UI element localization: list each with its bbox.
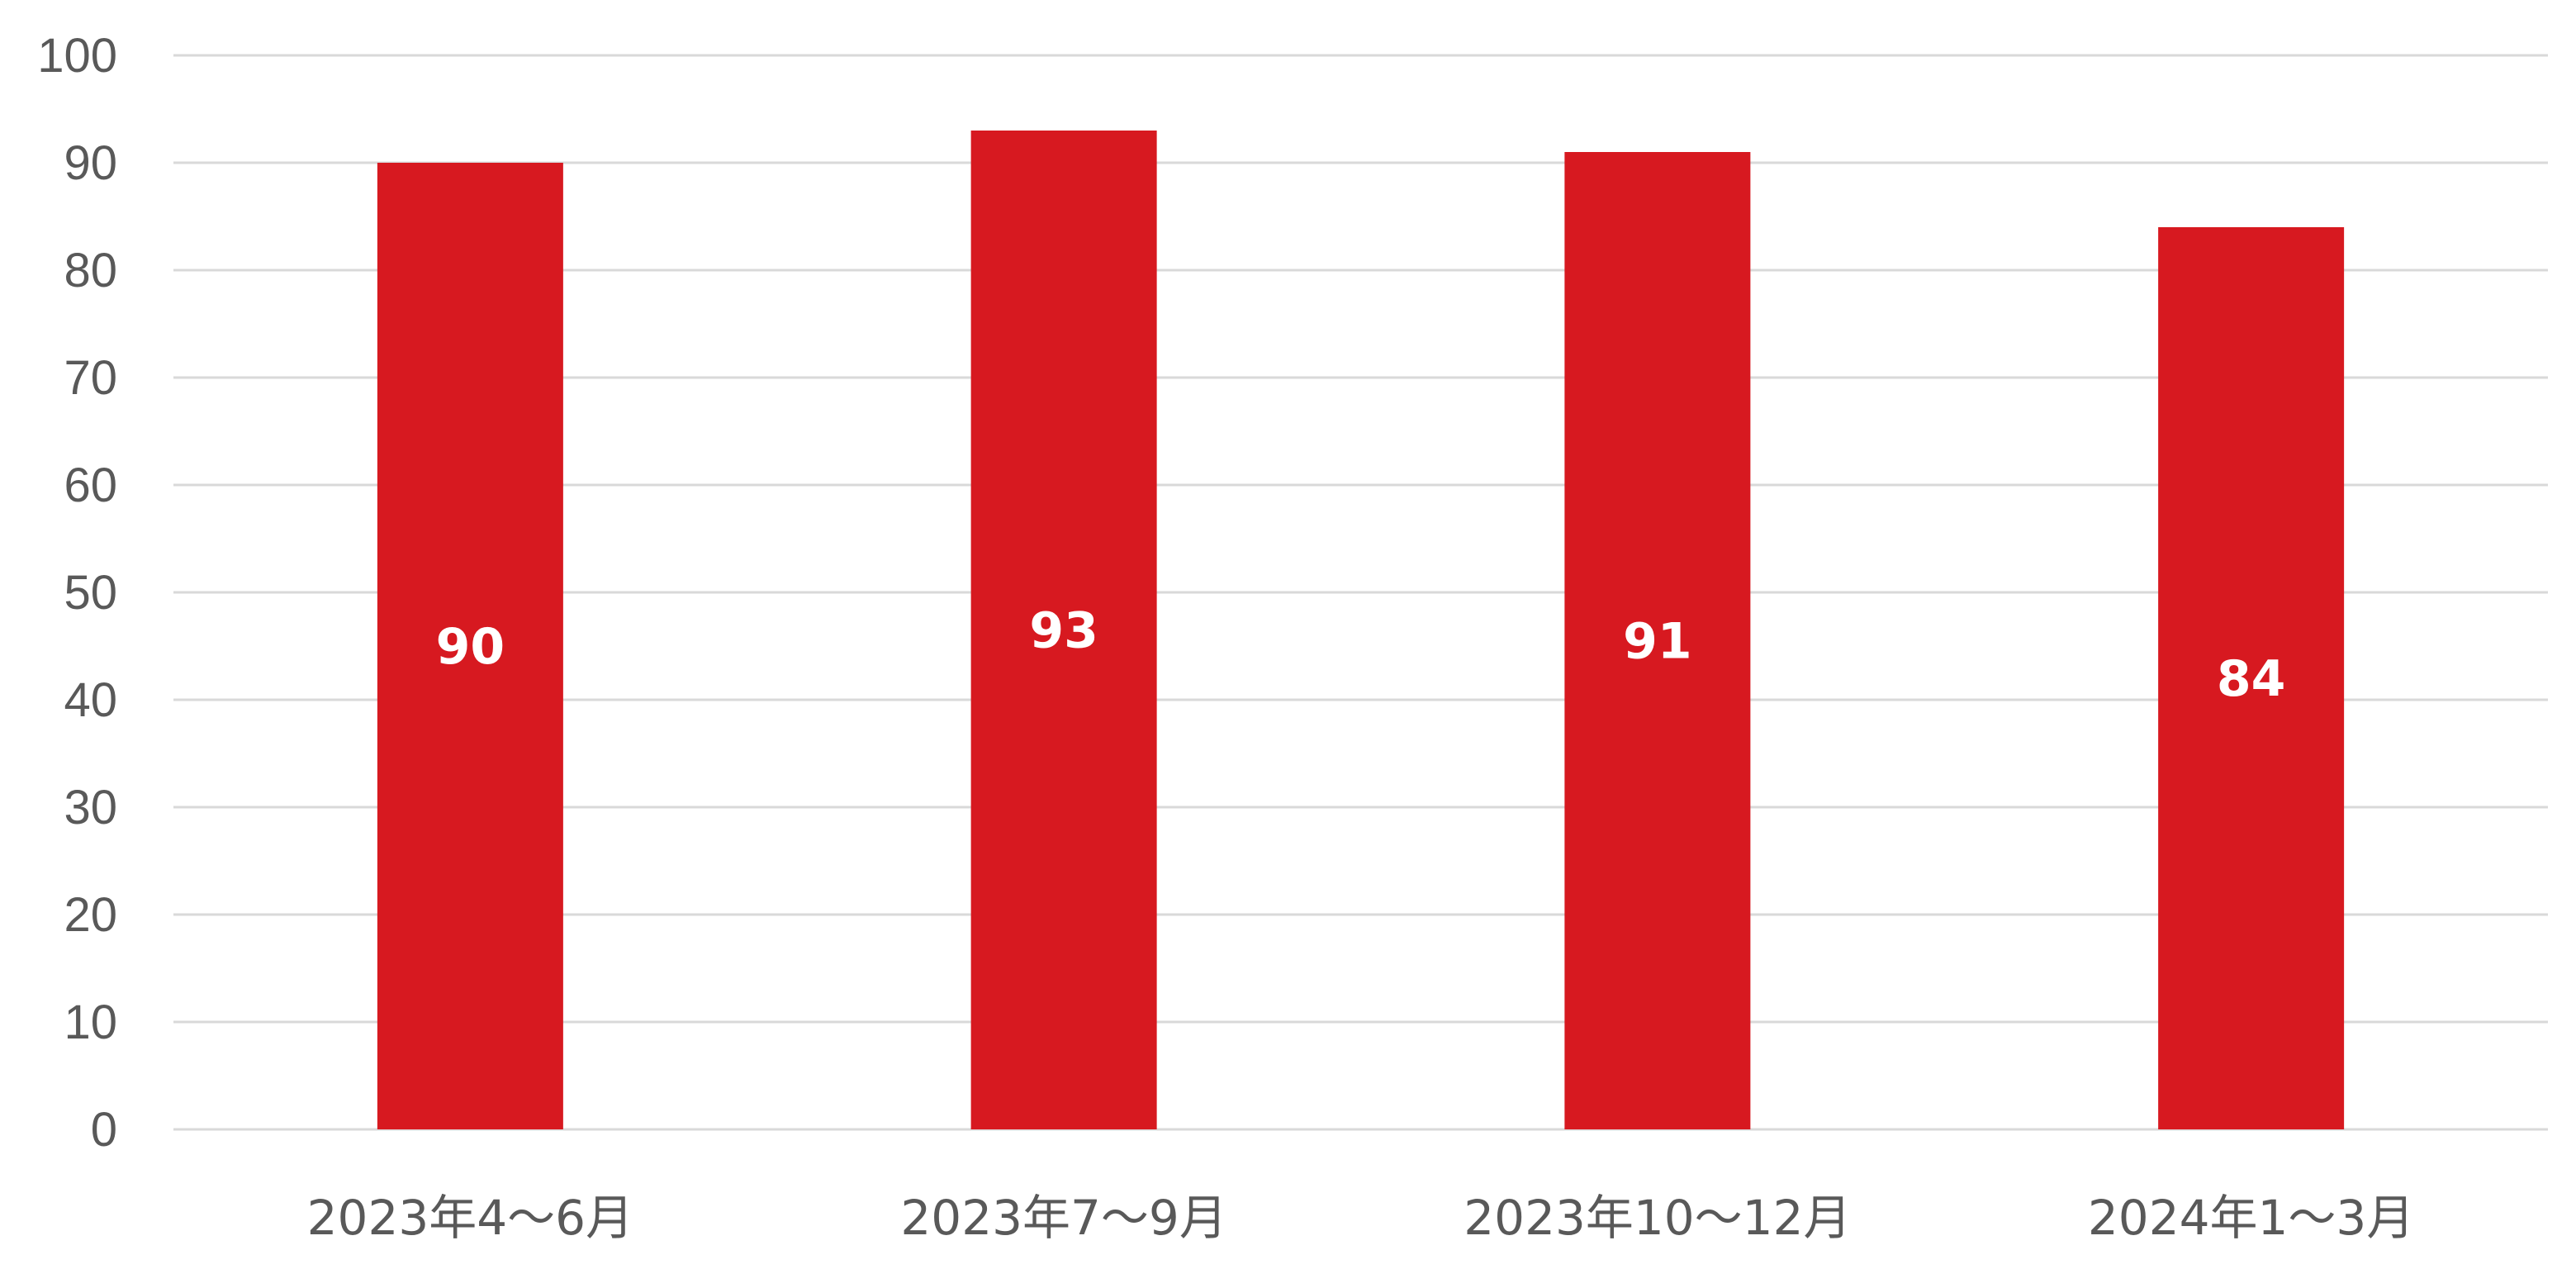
y-tick-label: 60 bbox=[64, 459, 117, 512]
y-tick-label: 90 bbox=[64, 136, 117, 190]
bar-value-label: 84 bbox=[2217, 650, 2286, 708]
y-tick-label: 100 bbox=[37, 29, 117, 83]
bar-value-label: 91 bbox=[1623, 613, 1692, 671]
gridlines bbox=[173, 54, 2548, 1131]
bar-value-label: 90 bbox=[436, 618, 505, 676]
y-tick-label: 70 bbox=[64, 351, 117, 405]
x-tick-label: 2023年4～6月 bbox=[307, 1190, 633, 1246]
x-tick-label: 2024年1～3月 bbox=[2088, 1190, 2414, 1246]
bar bbox=[970, 131, 1157, 1129]
bars bbox=[377, 131, 2345, 1129]
bar bbox=[2158, 227, 2345, 1129]
y-tick-label: 80 bbox=[64, 244, 117, 297]
y-tick-label: 0 bbox=[91, 1103, 117, 1157]
bar bbox=[377, 163, 563, 1129]
y-tick-label: 50 bbox=[64, 566, 117, 620]
x-tick-label: 2023年7～9月 bbox=[900, 1190, 1226, 1246]
y-tick-label: 40 bbox=[64, 673, 117, 727]
y-tick-label: 10 bbox=[64, 996, 117, 1049]
y-tick-label: 30 bbox=[64, 781, 117, 834]
x-tick-label: 2023年10～12月 bbox=[1464, 1190, 1851, 1246]
y-tick-label: 20 bbox=[64, 888, 117, 942]
bar bbox=[1564, 152, 1751, 1129]
x-axis-ticks: 2023年4～6月 2023年7～9月 2023年10～12月 2024年1～3月 bbox=[307, 1190, 2415, 1246]
data-labels: 90 93 91 84 bbox=[436, 602, 2286, 709]
y-axis-ticks: 0 10 20 30 40 50 60 70 80 90 100 bbox=[37, 29, 117, 1157]
bar-value-label: 93 bbox=[1029, 602, 1098, 660]
